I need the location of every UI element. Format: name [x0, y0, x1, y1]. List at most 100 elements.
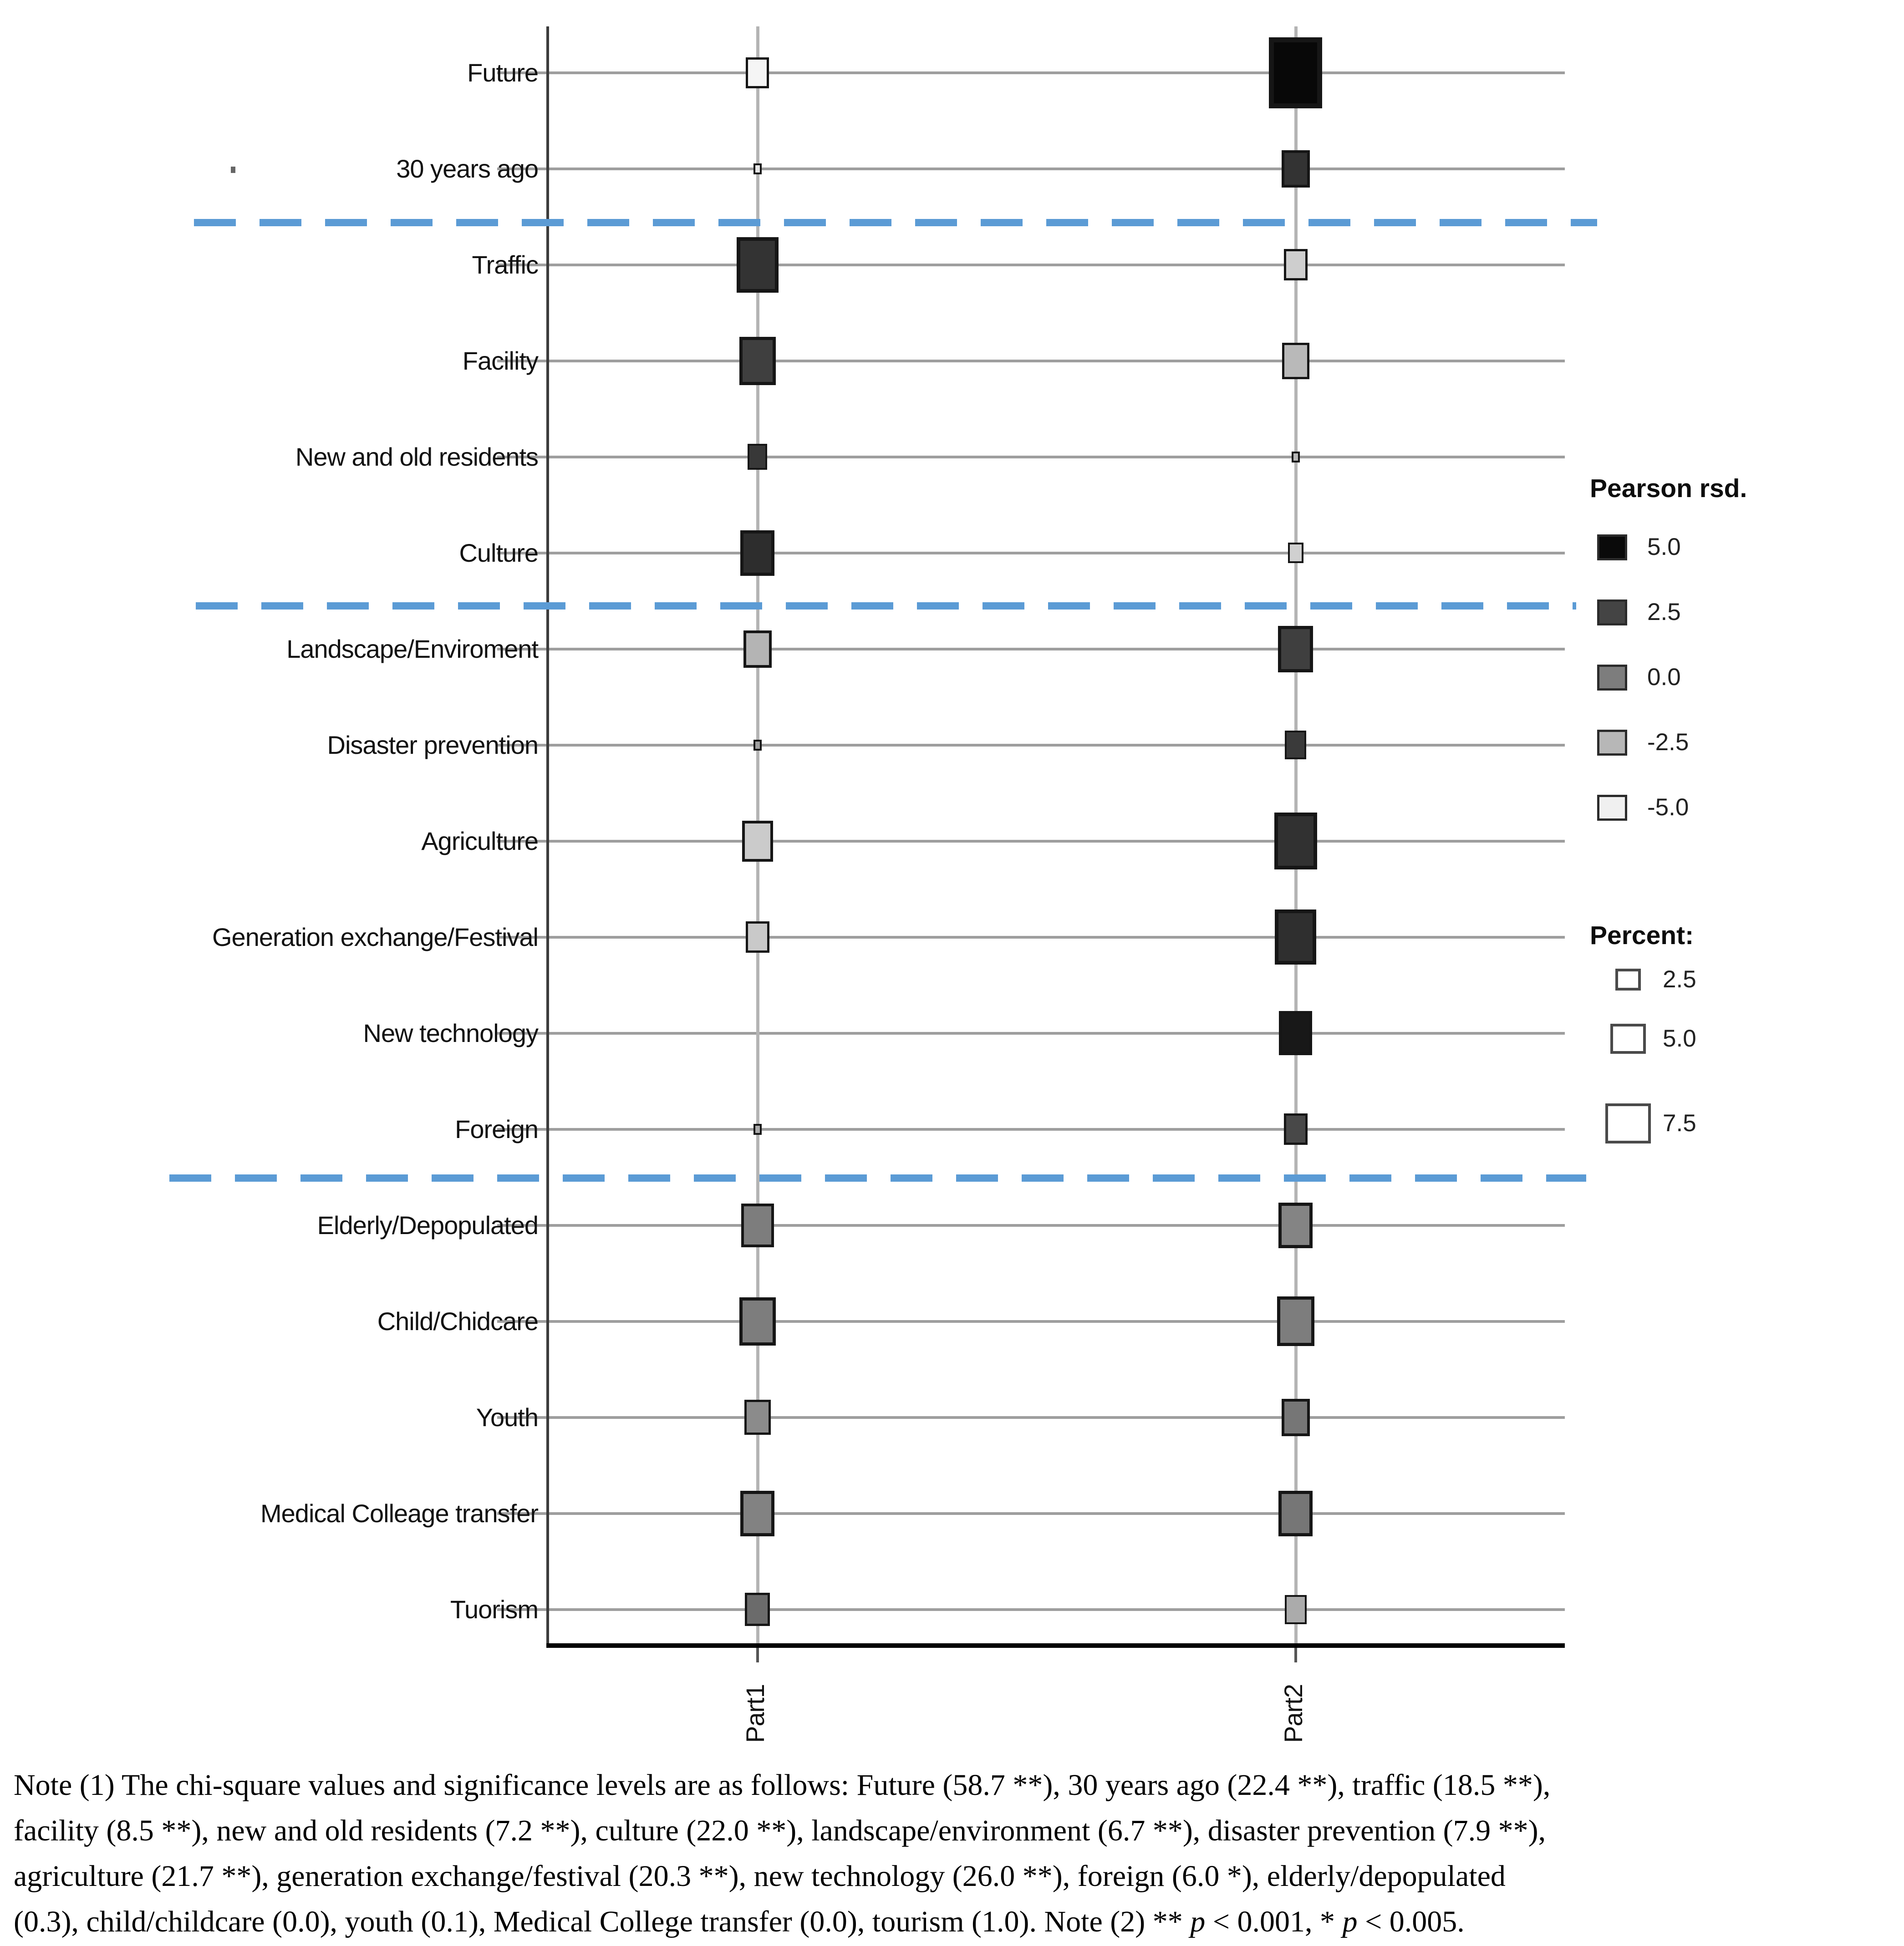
gridline [497, 1224, 1565, 1227]
y-label-generation-exchange-festival: Generation exchange/Festival [212, 923, 539, 951]
x-tick-part1 [756, 1648, 759, 1662]
marker-part2-disaster-prevention [1285, 731, 1306, 759]
marker-part1-tuorism [745, 1593, 770, 1626]
y-label-30-years-ago: 30 years ago [396, 154, 539, 183]
gridline [497, 1320, 1565, 1323]
pearson-swatch--2.5 [1597, 729, 1627, 756]
percent-box-5 [1610, 1024, 1646, 1054]
marker-part1-agriculture [742, 821, 773, 862]
pearson-swatch-5 [1597, 534, 1627, 560]
percent-label-2.5: 2.5 [1663, 966, 1696, 993]
note-line-1: Note (1) The chi-square values and signi… [14, 1768, 1551, 1802]
y-axis-line [546, 26, 549, 1643]
marker-part2-traffic [1284, 249, 1308, 280]
x-tick-part2 [1294, 1648, 1297, 1662]
marker-part2-30-years-ago [1282, 150, 1310, 188]
gridline [497, 1608, 1565, 1611]
marker-part1-child-chidcare [739, 1297, 776, 1346]
note-line-3: agriculture (21.7 **), generation exchan… [14, 1860, 1506, 1893]
note-line-2: facility (8.5 **), new and old residents… [14, 1814, 1546, 1847]
y-label-culture: Culture [459, 539, 539, 567]
y-label-elderly-depopulated: Elderly/Depopulated [317, 1211, 539, 1240]
gridline [497, 1512, 1565, 1515]
marker-part2-medical-colleage-transfer [1278, 1491, 1313, 1536]
group-separator-dashed-line [169, 1174, 1586, 1182]
gridline [497, 360, 1565, 362]
marker-part1-youth [744, 1400, 771, 1435]
pearson-label--2.5: -2.5 [1647, 729, 1689, 756]
y-label-medical-colleage-transfer: Medical Colleage transfer [260, 1499, 539, 1528]
group-separator-dashed-line [194, 219, 1597, 226]
x-axis-line [546, 1643, 1565, 1648]
marker-part2-culture [1288, 543, 1303, 563]
y-label-landscape-enviroment: Landscape/Enviroment [286, 635, 539, 663]
marker-part2-tuorism [1285, 1595, 1307, 1624]
y-label-child-chidcare: Child/Chidcare [377, 1307, 539, 1336]
marker-part2-foreign [1284, 1113, 1308, 1145]
marker-part1-foreign [753, 1124, 762, 1135]
gridline [497, 71, 1565, 74]
marker-part1-new-and-old-residents [748, 444, 767, 470]
pearson-legend-title: Pearson rsd. [1590, 474, 1747, 503]
y-label-tuorism: Tuorism [450, 1595, 539, 1624]
percent-legend-title: Percent: [1590, 921, 1694, 950]
marker-part1-facility [739, 337, 776, 385]
marker-part2-youth [1282, 1399, 1310, 1436]
percent-label-7.5: 7.5 [1663, 1110, 1696, 1137]
percent-box-7.5 [1605, 1103, 1651, 1143]
percent-label-5: 5.0 [1663, 1025, 1696, 1052]
marker-part1-traffic [737, 237, 779, 293]
y-label-foreign: Foreign [455, 1115, 539, 1143]
pearson-label-5: 5.0 [1647, 533, 1681, 560]
y-label-traffic: Traffic [472, 250, 539, 279]
pearson-swatch--5 [1597, 794, 1627, 821]
marker-part2-child-chidcare [1277, 1296, 1314, 1346]
stray-mark [231, 167, 235, 173]
group-separator-dashed-line [196, 602, 1576, 610]
y-label-new-technology: New technology [363, 1019, 539, 1047]
gridline [497, 936, 1565, 939]
pearson-swatch-0 [1597, 664, 1627, 691]
marker-part1-disaster-prevention [753, 740, 762, 751]
gridline [497, 1416, 1565, 1419]
marker-part2-new-and-old-residents [1292, 452, 1300, 462]
gridline [497, 1032, 1565, 1035]
marker-part1-future [746, 57, 769, 88]
marker-part1-landscape-enviroment [743, 630, 772, 668]
pearson-label-2.5: 2.5 [1647, 599, 1681, 625]
marker-part1-medical-colleage-transfer [740, 1491, 774, 1536]
y-label-agriculture: Agriculture [421, 827, 539, 855]
marker-part1-culture [740, 530, 774, 576]
x-label-part2: Part2 [1279, 1684, 1308, 1743]
marker-part2-agriculture [1274, 813, 1317, 869]
y-label-disaster-prevention: Disaster prevention [327, 731, 539, 759]
gridline [497, 648, 1565, 650]
x-label-part1: Part1 [741, 1684, 769, 1743]
marker-part2-new-technology [1279, 1011, 1312, 1055]
figure-note: Note (1) The chi-square values and signi… [14, 1763, 1894, 1945]
pearson-label-0: 0.0 [1647, 664, 1681, 691]
percent-box-2.5 [1615, 969, 1641, 991]
pearson-label--5: -5.0 [1647, 794, 1689, 821]
marker-part1-elderly-depopulated [741, 1204, 774, 1247]
y-label-youth: Youth [476, 1403, 539, 1432]
marker-part2-elderly-depopulated [1278, 1203, 1313, 1248]
note-line-4: (0.3), child/childcare (0.0), youth (0.1… [14, 1905, 1465, 1938]
y-label-future: Future [467, 58, 539, 87]
gridline [497, 840, 1565, 843]
gridline [497, 168, 1565, 170]
gridline [497, 744, 1565, 747]
y-label-facility: Facility [462, 346, 539, 375]
gridline [497, 552, 1565, 554]
pearson-swatch-2.5 [1597, 599, 1627, 625]
marker-part2-landscape-enviroment [1278, 626, 1313, 672]
marker-part2-facility [1282, 343, 1309, 379]
marker-part1-30-years-ago [753, 163, 762, 174]
marker-part2-generation-exchange-festival [1275, 909, 1316, 965]
y-label-new-and-old-residents: New and old residents [295, 442, 539, 471]
gridline [497, 264, 1565, 266]
marker-part1-generation-exchange-festival [746, 921, 769, 953]
gridline [497, 1128, 1565, 1131]
gridline [497, 456, 1565, 458]
